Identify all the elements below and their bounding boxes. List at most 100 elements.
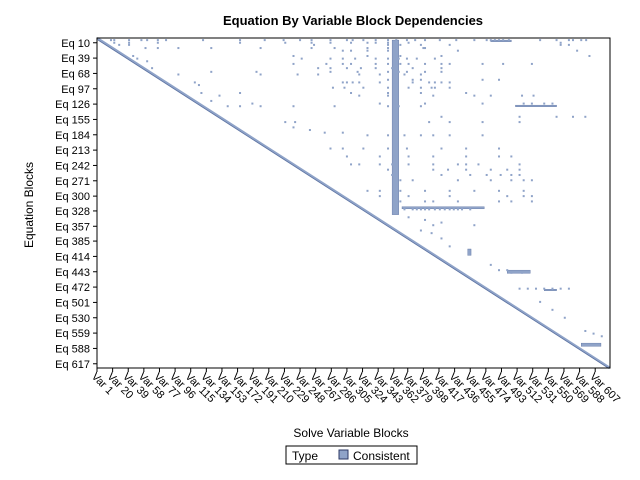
y-tick-label: Eq 68 bbox=[61, 68, 90, 80]
data-point bbox=[341, 147, 344, 150]
y-tick-label: Eq 213 bbox=[55, 145, 90, 157]
data-point bbox=[502, 39, 505, 42]
data-point bbox=[395, 39, 398, 42]
block-mark bbox=[515, 104, 557, 107]
y-tick-label: Eq 126 bbox=[55, 99, 90, 111]
data-point bbox=[378, 163, 381, 166]
y-tick-label: Eq 242 bbox=[55, 160, 90, 172]
data-point bbox=[438, 39, 441, 42]
data-point bbox=[498, 200, 501, 203]
data-point bbox=[440, 237, 443, 240]
data-point bbox=[473, 94, 476, 97]
data-point bbox=[284, 41, 287, 44]
data-point bbox=[239, 41, 242, 44]
data-point bbox=[485, 39, 488, 42]
data-point bbox=[419, 86, 422, 89]
data-point bbox=[378, 155, 381, 158]
data-point bbox=[333, 47, 336, 50]
data-point bbox=[378, 102, 381, 105]
data-point bbox=[200, 92, 203, 94]
data-point bbox=[481, 134, 484, 137]
data-point bbox=[411, 208, 414, 211]
data-point bbox=[493, 39, 496, 42]
data-point bbox=[113, 41, 116, 44]
data-point bbox=[403, 134, 406, 137]
data-point bbox=[128, 41, 131, 44]
data-point bbox=[391, 173, 394, 176]
y-tick-label: Eq 328 bbox=[55, 206, 90, 218]
legend: Type Consistent bbox=[285, 445, 418, 465]
data-point bbox=[510, 271, 513, 274]
data-point bbox=[530, 179, 533, 182]
data-point bbox=[422, 47, 425, 50]
data-point bbox=[448, 62, 451, 65]
data-point bbox=[378, 195, 381, 198]
data-point bbox=[366, 49, 369, 52]
data-point bbox=[362, 39, 365, 42]
data-point bbox=[424, 70, 427, 73]
data-point bbox=[456, 163, 459, 166]
data-point bbox=[576, 49, 579, 52]
data-point bbox=[239, 92, 242, 94]
data-point bbox=[588, 54, 591, 57]
y-tick-label: Eq 184 bbox=[55, 130, 90, 142]
data-point bbox=[485, 173, 488, 176]
data-point bbox=[310, 39, 313, 42]
block-mark bbox=[581, 342, 602, 347]
data-point bbox=[226, 105, 229, 108]
data-point bbox=[392, 54, 395, 57]
data-point bbox=[415, 208, 418, 211]
data-point bbox=[387, 86, 390, 89]
data-point bbox=[197, 84, 200, 87]
data-point bbox=[407, 195, 410, 198]
data-point bbox=[387, 147, 390, 150]
data-point bbox=[399, 43, 402, 46]
y-tick-label: Eq 300 bbox=[55, 191, 90, 203]
data-point bbox=[343, 86, 346, 89]
data-point bbox=[333, 105, 336, 108]
data-point bbox=[391, 163, 394, 166]
data-point bbox=[399, 54, 402, 57]
data-point bbox=[440, 67, 443, 70]
y-axis: Eq 10 Eq 39 Eq 68 Eq 97 Eq 126 Eq 155 Eq 184 Eq… bbox=[55, 38, 97, 371]
data-point bbox=[592, 332, 595, 335]
diagonal-band-edge bbox=[97, 39, 610, 369]
data-point bbox=[461, 208, 464, 211]
data-point bbox=[469, 208, 472, 211]
data-point bbox=[419, 208, 422, 211]
data-point bbox=[563, 316, 566, 319]
data-point bbox=[350, 49, 353, 52]
data-point bbox=[378, 81, 381, 84]
data-point bbox=[387, 134, 390, 137]
data-point bbox=[387, 105, 390, 108]
y-tick-label: Eq 501 bbox=[55, 297, 90, 309]
data-point bbox=[424, 62, 427, 65]
data-point bbox=[433, 208, 436, 211]
data-point bbox=[329, 41, 332, 44]
data-point bbox=[403, 208, 406, 211]
data-point bbox=[489, 263, 492, 266]
data-point bbox=[132, 54, 135, 57]
data-point bbox=[518, 163, 521, 166]
data-point bbox=[448, 43, 451, 46]
data-point bbox=[259, 105, 262, 108]
data-point bbox=[356, 70, 359, 73]
data-point bbox=[292, 62, 295, 65]
data-point bbox=[411, 78, 414, 81]
y-tick-label: Eq 559 bbox=[55, 328, 90, 340]
data-point bbox=[255, 70, 258, 73]
block-mark bbox=[544, 289, 557, 291]
data-point bbox=[465, 168, 468, 171]
data-point bbox=[358, 81, 361, 84]
data-point bbox=[310, 47, 313, 50]
data-point bbox=[498, 147, 501, 150]
data-point bbox=[432, 155, 435, 158]
data-point bbox=[362, 147, 365, 150]
data-point bbox=[600, 335, 603, 338]
data-point bbox=[465, 147, 468, 150]
data-point bbox=[567, 39, 570, 42]
data-point bbox=[419, 43, 422, 46]
data-point bbox=[310, 41, 313, 44]
data-point bbox=[156, 41, 159, 44]
block-mark bbox=[401, 206, 485, 210]
